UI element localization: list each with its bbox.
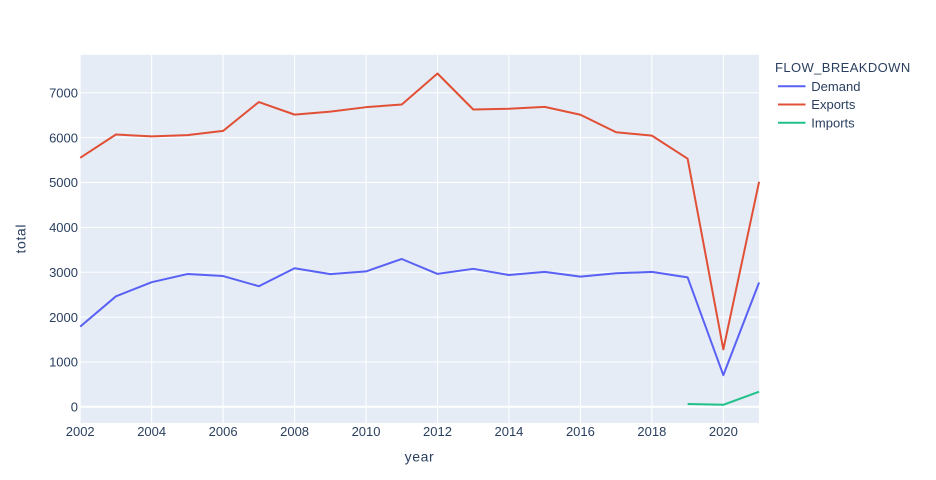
svg-text:4000: 4000 [49, 220, 78, 235]
svg-text:2002: 2002 [66, 424, 95, 439]
svg-text:FLOW_BREAKDOWN: FLOW_BREAKDOWN [775, 60, 911, 75]
svg-text:0: 0 [71, 400, 78, 415]
svg-text:7000: 7000 [49, 85, 78, 100]
svg-text:2018: 2018 [637, 424, 666, 439]
svg-text:6000: 6000 [49, 130, 78, 145]
svg-text:2000: 2000 [49, 310, 78, 325]
svg-text:Demand: Demand [811, 79, 860, 94]
svg-text:2016: 2016 [566, 424, 595, 439]
svg-text:1000: 1000 [49, 355, 78, 370]
svg-text:2012: 2012 [423, 424, 452, 439]
svg-text:2004: 2004 [137, 424, 166, 439]
svg-text:Exports: Exports [811, 97, 856, 112]
svg-text:2020: 2020 [709, 424, 738, 439]
svg-text:Imports: Imports [811, 115, 855, 130]
svg-text:total: total [12, 224, 28, 253]
svg-text:2008: 2008 [280, 424, 309, 439]
svg-text:3000: 3000 [49, 265, 78, 280]
svg-text:2010: 2010 [352, 424, 381, 439]
svg-text:year: year [405, 449, 435, 465]
svg-text:5000: 5000 [49, 175, 78, 190]
svg-text:2014: 2014 [494, 424, 523, 439]
svg-text:2006: 2006 [209, 424, 238, 439]
